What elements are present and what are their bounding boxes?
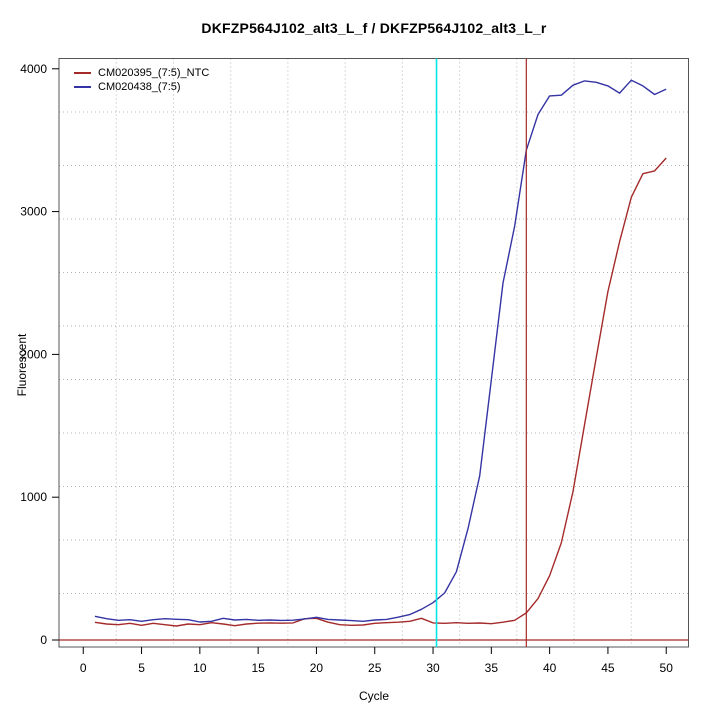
plot-box <box>58 58 689 648</box>
y-tick-label: 0 <box>40 633 47 647</box>
legend-item-sample: CM020438_(7:5) <box>74 80 209 94</box>
legend-label-ntc: CM020395_(7:5)_NTC <box>98 67 210 79</box>
legend-label-sample: CM020438_(7:5) <box>98 81 181 93</box>
series-curve-sample <box>94 79 667 623</box>
x-axis-title: Cycle <box>358 689 389 703</box>
x-tick-label: 20 <box>310 661 324 675</box>
x-tick-label: 50 <box>660 661 674 675</box>
x-tick-label: 40 <box>543 661 557 675</box>
series-curve-ntc <box>94 157 667 627</box>
x-tick-label: 45 <box>601 661 615 675</box>
legend: CM020395_(7:5)_NTC CM020438_(7:5) <box>74 66 209 94</box>
x-tick-label: 25 <box>368 661 382 675</box>
y-tick-label: 3000 <box>20 205 47 219</box>
legend-line-red <box>74 72 91 74</box>
x-tick-label: 0 <box>80 661 87 675</box>
x-tick-label: 5 <box>138 661 145 675</box>
legend-item-ntc: CM020395_(7:5)_NTC <box>74 66 209 80</box>
x-tick-label: 30 <box>426 661 440 675</box>
x-tick-label: 10 <box>193 661 207 675</box>
legend-line-blue <box>74 86 91 88</box>
y-tick-label: 4000 <box>20 62 47 76</box>
chart-title: DKFZP564J102_alt3_L_f / DKFZP564J102_alt… <box>201 20 547 36</box>
x-tick-label: 15 <box>251 661 265 675</box>
y-tick-label: 2000 <box>20 347 47 361</box>
y-tick-label: 1000 <box>20 490 47 504</box>
x-tick-label: 35 <box>485 661 499 675</box>
